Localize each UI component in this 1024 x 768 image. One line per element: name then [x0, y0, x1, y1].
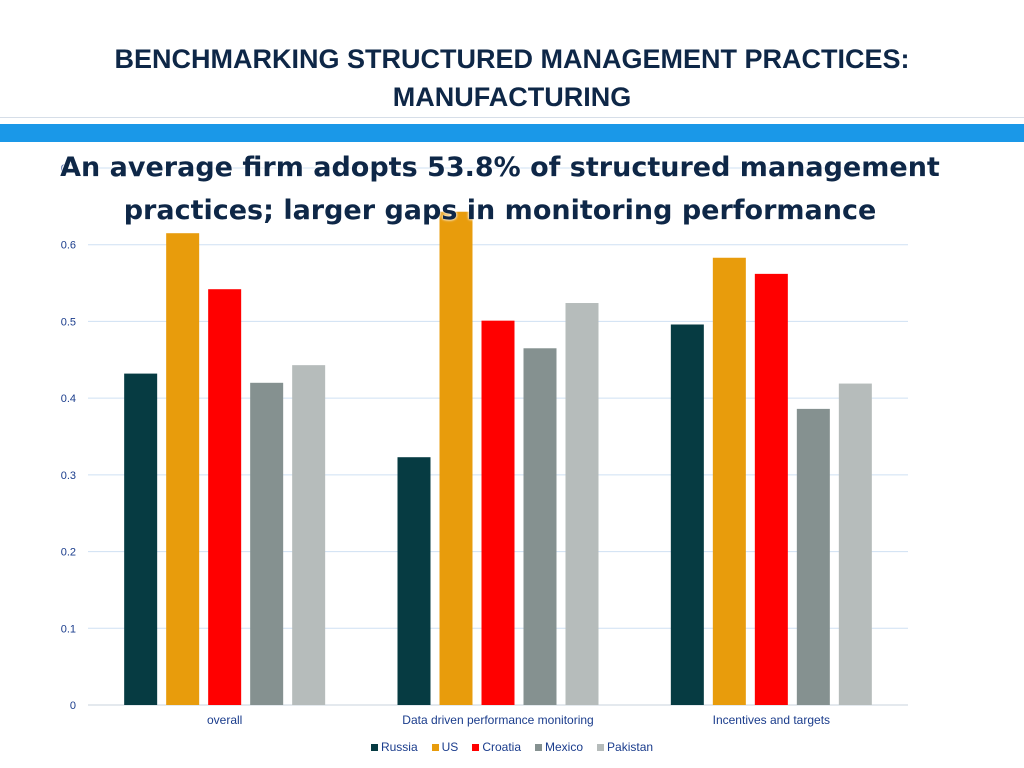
legend-swatch [597, 743, 605, 751]
legend-swatch [370, 743, 378, 751]
bar-us [166, 233, 200, 705]
legend-swatch [535, 743, 542, 751]
legend-item-mexico: Mexico [535, 740, 583, 754]
y-tick-label: 0.3 [61, 470, 76, 482]
x-category-label: Incentives and targets [713, 713, 830, 727]
x-category-label: overall [207, 713, 242, 727]
legend-swatch [431, 743, 439, 751]
bar-croatia [481, 320, 515, 705]
chart-subtitle: An average firm adopts 53.8% of structur… [60, 146, 940, 232]
slide-title: BENCHMARKING STRUCTURED MANAGEMENT PRACT… [0, 40, 1024, 116]
legend-item-us: US [431, 740, 459, 754]
bar-us [712, 257, 746, 705]
bar-pakistan [292, 365, 326, 705]
bar-russia [397, 457, 431, 705]
legend-label: Pakistan [607, 740, 654, 754]
x-category-label: Data driven performance monitoring [402, 713, 593, 727]
y-tick-label: 0.6 [61, 240, 76, 252]
legend-item-croatia: Croatia [472, 740, 521, 754]
legend-label: Mexico [545, 740, 584, 754]
legend-label: US [441, 740, 459, 754]
y-tick-label: 0.2 [61, 547, 76, 559]
chart-legend: Russia US Croatia Mexico Pakistan [0, 740, 1024, 754]
legend-item-russia: Russia [370, 740, 418, 754]
chart-subtitle-line-2: practices; larger gaps in monitoring per… [123, 195, 877, 226]
bar-mexico [250, 382, 284, 705]
legend-label: Croatia [482, 740, 521, 754]
bar-russia [124, 373, 158, 705]
chart-subtitle-line-1: An average firm adopts 53.8% of structur… [60, 152, 940, 183]
y-tick-label: 0.5 [61, 316, 76, 328]
bar-us [439, 211, 473, 705]
bar-pakistan [838, 383, 872, 705]
bar-croatia [208, 289, 242, 705]
legend-item-pakistan: Pakistan [597, 740, 653, 754]
legend-swatch [472, 743, 480, 751]
y-tick-label: 0.1 [61, 623, 76, 635]
slide-title-line-1: BENCHMARKING STRUCTURED MANAGEMENT PRACT… [114, 44, 910, 74]
bar-croatia [754, 273, 788, 705]
y-tick-label: 0 [70, 700, 76, 712]
slide-title-line-2: MANUFACTURING [392, 82, 632, 112]
title-divider [0, 117, 1024, 118]
bar-mexico [796, 408, 830, 705]
y-tick-label: 0.4 [61, 393, 76, 405]
bar-russia [670, 324, 704, 705]
y-tick-label: 0.7 [61, 163, 76, 175]
header-blue-band [0, 124, 1024, 142]
bar-mexico [523, 348, 557, 705]
bar-pakistan [565, 303, 599, 705]
legend-label: Russia [380, 740, 418, 754]
